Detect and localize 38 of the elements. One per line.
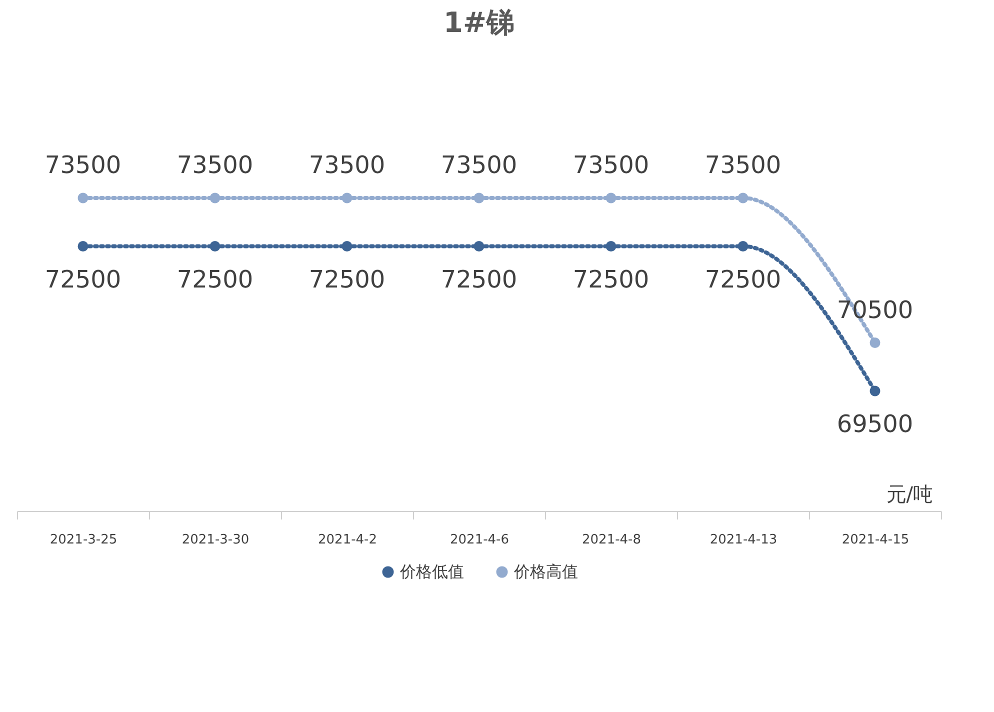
point bbox=[870, 338, 880, 348]
point bbox=[738, 241, 748, 252]
point bbox=[738, 192, 748, 204]
data-label: 73500 bbox=[572, 151, 650, 179]
chart-title: 1#锑 bbox=[444, 6, 514, 39]
point bbox=[870, 386, 880, 396]
point bbox=[78, 192, 88, 204]
x-tick-label: 2021-4-8 bbox=[582, 532, 642, 548]
data-label: 73500 bbox=[44, 151, 122, 179]
x-tick-label: 2021-4-13 bbox=[710, 532, 778, 548]
point bbox=[342, 241, 352, 252]
data-label: 69500 bbox=[836, 410, 914, 438]
data-label: 72500 bbox=[440, 265, 518, 294]
data-label: 73500 bbox=[704, 151, 782, 179]
point bbox=[606, 192, 616, 204]
legend-label: 价格高值 bbox=[513, 562, 578, 581]
text: 元/吨 bbox=[886, 482, 933, 506]
data-label: 72500 bbox=[308, 265, 386, 294]
x-tick-label: 2021-4-2 bbox=[318, 532, 378, 548]
data-label: 73500 bbox=[308, 151, 386, 179]
data-label: 73500 bbox=[176, 151, 254, 179]
x-tick-label: 2021-3-30 bbox=[182, 532, 250, 548]
point bbox=[342, 192, 352, 204]
point bbox=[210, 241, 220, 252]
x-tick-label: 2021-4-15 bbox=[842, 532, 910, 548]
data-label: 72500 bbox=[572, 265, 650, 294]
x-tick-label: 2021-3-25 bbox=[50, 532, 118, 548]
point bbox=[474, 241, 484, 252]
data-label: 72500 bbox=[44, 265, 122, 294]
point bbox=[474, 192, 484, 204]
point bbox=[210, 192, 220, 204]
point bbox=[606, 241, 616, 252]
legend-label: 价格低值 bbox=[399, 562, 464, 581]
data-label: 73500 bbox=[440, 151, 518, 179]
point bbox=[78, 241, 88, 252]
data-label: 72500 bbox=[704, 265, 782, 294]
x-tick-label: 2021-4-6 bbox=[450, 532, 510, 548]
data-label: 72500 bbox=[176, 265, 254, 294]
